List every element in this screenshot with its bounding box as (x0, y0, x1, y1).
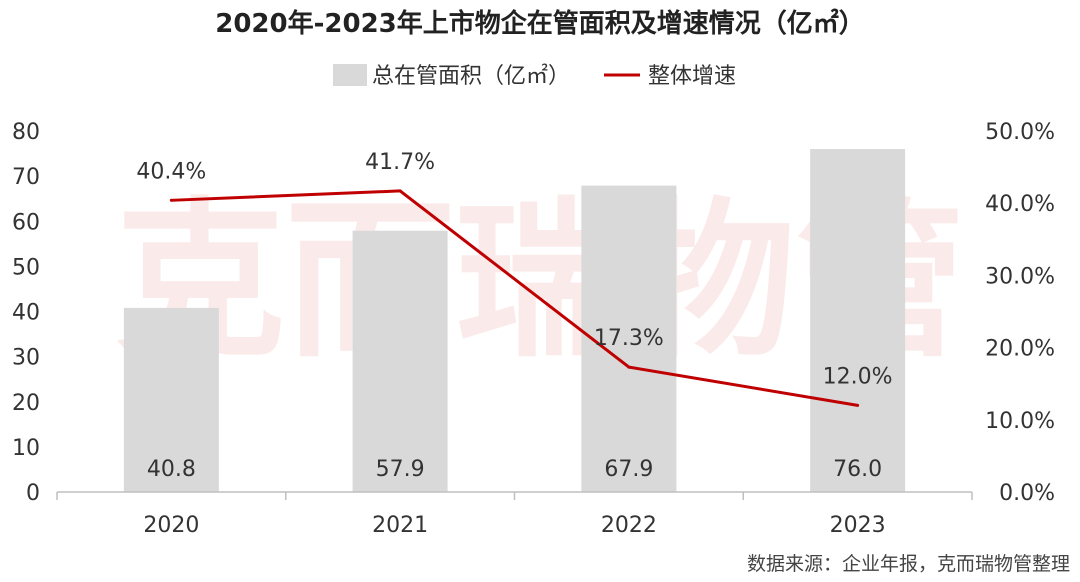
line-value-label: 41.7% (365, 150, 435, 175)
line-point (856, 403, 860, 407)
x-tick-label: 2021 (372, 513, 428, 538)
x-tick-label: 2020 (143, 513, 199, 538)
line-series: 40.4% 41.7% 17.3% 12.0% (136, 150, 893, 407)
legend-bar-label: 总在管面积（亿㎡） (372, 63, 570, 89)
legend-line-label: 整体增速 (648, 64, 736, 89)
line-value-label: 40.4% (136, 159, 206, 184)
left-tick-label: 60 (12, 210, 40, 235)
left-tick-label: 0 (26, 481, 40, 506)
left-tick-label: 70 (12, 165, 40, 190)
x-axis: 2020 2021 2022 2023 (56, 492, 973, 538)
right-tick-label: 10.0% (985, 409, 1055, 434)
bar-value-label: 40.8 (147, 457, 196, 482)
right-tick-label: 50.0% (985, 120, 1055, 145)
left-tick-label: 10 (12, 436, 40, 461)
bar-series: 40.8 57.9 67.9 76.0 (123, 149, 906, 493)
bar-value-label: 57.9 (376, 457, 425, 482)
line-point (169, 198, 173, 202)
legend-bar-swatch (333, 64, 367, 86)
bar-value-label: 76.0 (833, 457, 882, 482)
left-tick-label: 30 (12, 346, 40, 371)
left-tick-label: 50 (12, 255, 40, 280)
right-tick-label: 40.0% (985, 192, 1055, 217)
right-axis: 0.0% 10.0% 20.0% 30.0% 40.0% 50.0% (985, 120, 1055, 506)
left-tick-label: 20 (12, 391, 40, 416)
source-note: 数据来源：企业年报，克而瑞物管整理 (747, 553, 1070, 575)
line-point (627, 365, 631, 369)
left-tick-label: 40 (12, 301, 40, 326)
left-axis: 0 10 20 30 40 50 60 70 80 (12, 120, 40, 506)
x-tick-label: 2022 (601, 513, 657, 538)
bar-value-label: 67.9 (604, 457, 653, 482)
growth-line (171, 189, 858, 407)
line-point (398, 189, 402, 193)
x-tick-label: 2023 (830, 513, 886, 538)
bar (123, 307, 219, 492)
right-tick-label: 20.0% (985, 337, 1055, 362)
bar (581, 185, 677, 492)
bar (810, 149, 906, 493)
right-tick-label: 30.0% (985, 264, 1055, 289)
chart-title: 2020年-2023年上市物企在管面积及增速情况（亿㎡） (215, 8, 865, 39)
line-value-label: 17.3% (594, 326, 664, 351)
bar (352, 230, 448, 492)
right-tick-label: 0.0% (999, 481, 1055, 506)
left-tick-label: 80 (12, 120, 40, 145)
line-value-label: 12.0% (823, 364, 893, 389)
legend: 总在管面积（亿㎡） 整体增速 (333, 63, 736, 89)
